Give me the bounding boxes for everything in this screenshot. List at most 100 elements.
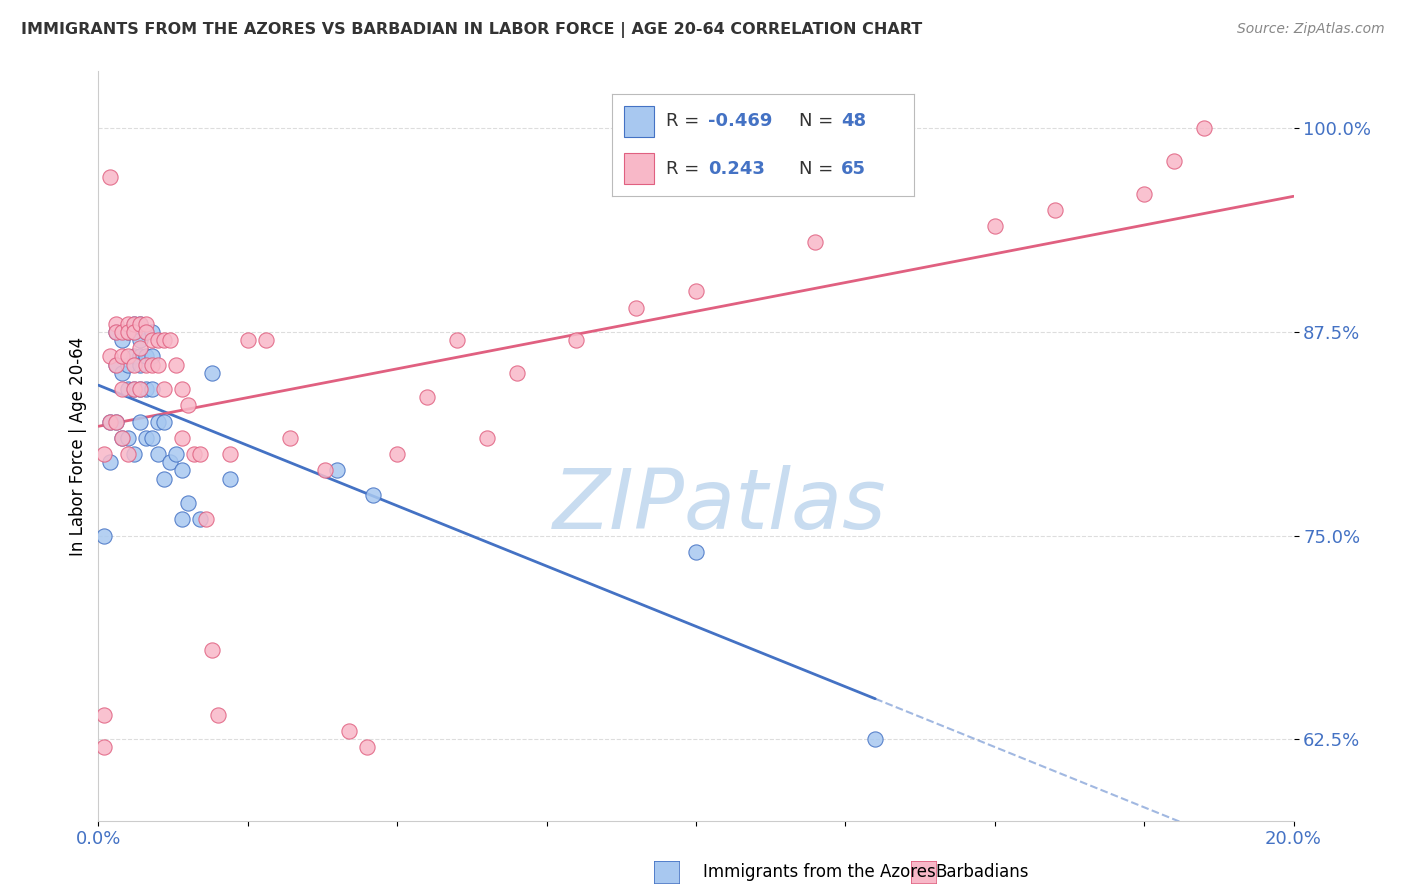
Point (124, 350, 146, 364)
Point (219, 472, 242, 486)
Point (129, 333, 152, 347)
Point (105, 325, 128, 339)
Text: Barbadians: Barbadians (935, 863, 1029, 881)
Bar (624, 106, 654, 136)
Point (165, 358, 187, 372)
Point (159, 455, 181, 469)
Point (385, 447, 409, 461)
Point (135, 317, 157, 331)
Point (1163, 153, 1185, 168)
Point (172, 431, 194, 445)
Text: Source: ZipAtlas.com: Source: ZipAtlas.com (1237, 22, 1385, 37)
Text: N =: N = (799, 160, 839, 178)
Point (98, 415, 122, 429)
Point (172, 463, 194, 477)
Point (153, 333, 176, 347)
Point (93, 447, 115, 461)
Point (148, 333, 170, 347)
Point (129, 382, 152, 396)
Point (111, 366, 134, 380)
Point (195, 512, 218, 526)
Point (141, 325, 163, 339)
Point (416, 390, 439, 404)
Point (201, 642, 224, 657)
Point (98, 170, 122, 185)
Point (685, 545, 707, 559)
Text: 65: 65 (841, 160, 866, 178)
Point (135, 382, 157, 396)
Point (172, 382, 194, 396)
Point (188, 447, 211, 461)
Point (93, 740, 115, 755)
Point (111, 350, 134, 364)
Point (117, 325, 139, 339)
Point (141, 333, 163, 347)
Point (105, 415, 128, 429)
Point (177, 398, 200, 412)
Point (117, 325, 139, 339)
Point (1043, 202, 1066, 217)
Point (219, 447, 242, 461)
Point (111, 333, 134, 347)
Point (148, 447, 170, 461)
Point (804, 235, 827, 250)
Point (111, 325, 134, 339)
Point (135, 358, 157, 372)
Y-axis label: In Labor Force | Age 20-64: In Labor Force | Age 20-64 (69, 336, 87, 556)
Point (565, 333, 588, 347)
Point (1192, 121, 1215, 136)
Point (201, 366, 224, 380)
Point (117, 350, 139, 364)
Text: N =: N = (799, 112, 839, 130)
Point (165, 447, 187, 461)
Point (153, 472, 176, 486)
Point (153, 382, 176, 396)
Point (1133, 186, 1156, 201)
Text: -0.469: -0.469 (709, 112, 773, 130)
Point (105, 358, 128, 372)
Point (124, 447, 146, 461)
Point (159, 333, 181, 347)
Point (111, 382, 134, 396)
Point (129, 415, 152, 429)
Point (135, 325, 157, 339)
Point (315, 463, 337, 477)
Point (326, 463, 349, 477)
Point (356, 740, 378, 755)
Point (124, 317, 146, 331)
Point (124, 325, 146, 339)
Point (278, 431, 301, 445)
Text: Immigrants from the Azores: Immigrants from the Azores (703, 863, 936, 881)
Text: ZIPatlas: ZIPatlas (553, 466, 887, 547)
Point (129, 341, 152, 355)
Point (117, 382, 139, 396)
Point (129, 317, 152, 331)
Point (141, 431, 163, 445)
Point (98, 455, 122, 469)
Point (111, 431, 134, 445)
Point (105, 415, 128, 429)
Point (685, 285, 707, 299)
Point (148, 358, 170, 372)
Point (98, 415, 122, 429)
Point (148, 415, 170, 429)
Point (626, 301, 648, 315)
Point (141, 350, 163, 364)
Point (984, 219, 1007, 233)
Point (117, 358, 139, 372)
Point (93, 528, 115, 542)
Point (111, 431, 134, 445)
Point (124, 382, 146, 396)
Point (129, 382, 152, 396)
Point (172, 512, 194, 526)
Point (446, 333, 468, 347)
Point (117, 431, 139, 445)
Point (93, 707, 115, 722)
Text: R =: R = (666, 112, 704, 130)
Point (129, 358, 152, 372)
Point (254, 333, 277, 347)
Point (141, 358, 163, 372)
Point (135, 431, 157, 445)
Point (339, 724, 361, 739)
Point (117, 447, 139, 461)
